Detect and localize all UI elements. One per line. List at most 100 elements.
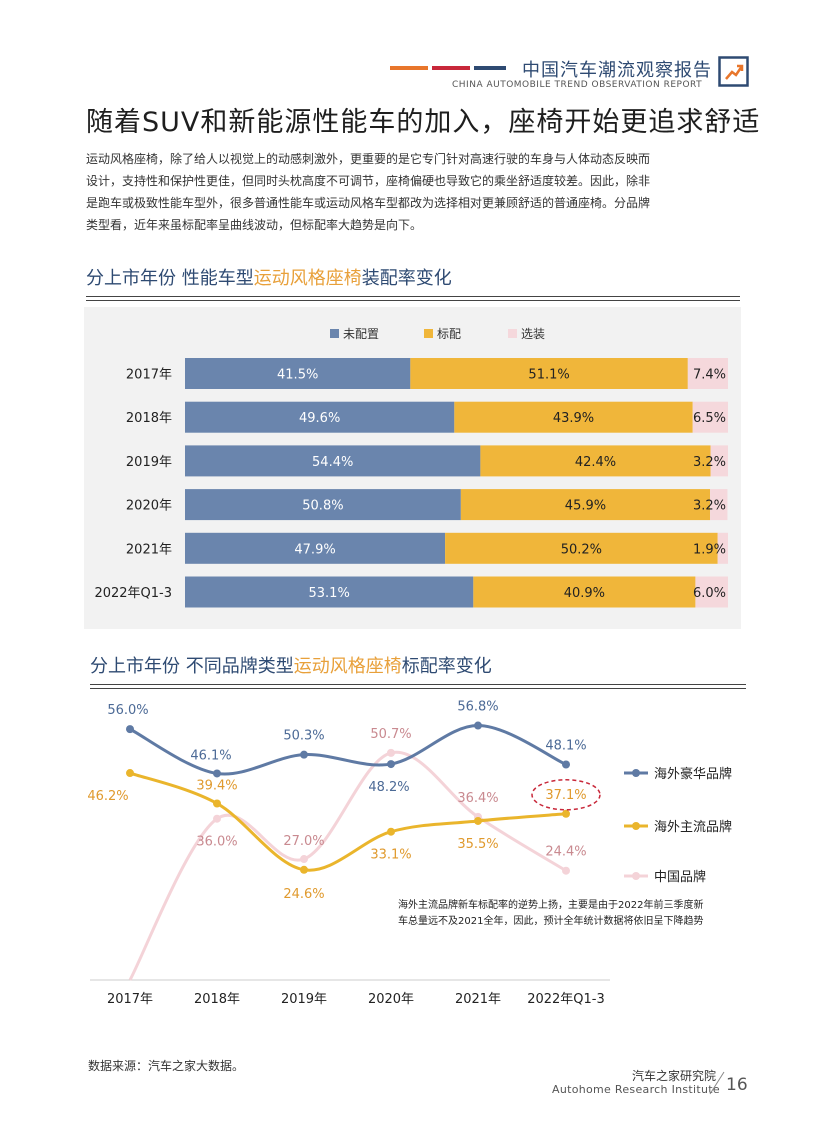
bar-value-label: 49.6%: [299, 411, 340, 426]
legend-label: 中国品牌: [654, 869, 706, 885]
bar-value-label: 41.5%: [277, 368, 318, 383]
data-point: [213, 814, 221, 823]
point-value-label: 46.1%: [190, 748, 231, 763]
point-value-label: 37.1%: [545, 788, 586, 803]
bar-segment: [445, 532, 718, 564]
data-source: 数据来源：汽车之家大数据。: [88, 1059, 245, 1073]
x-tick-label: 2022年Q1-3: [527, 992, 605, 1007]
institute-name-cn: 汽车之家研究院: [632, 1069, 717, 1083]
series-line: [129, 724, 567, 776]
section2-title-post: 标配率变化: [401, 656, 492, 677]
point-value-label: 56.8%: [457, 700, 498, 715]
bar-value-label: 6.5%: [693, 411, 726, 426]
category-label: 2018年: [126, 411, 172, 426]
section1-title-pre: 分上市年份 性能车型: [86, 268, 254, 289]
page-number: 16: [726, 1075, 748, 1095]
intro-line: 是跑车或极致性能车型外，很多普通性能车或运动风格车型都改为选择相对更兼顾舒适的普…: [86, 196, 651, 210]
bar-value-label: 50.8%: [302, 499, 343, 514]
series-line: [129, 771, 567, 872]
point-value-label: 46.2%: [87, 789, 128, 804]
point-value-label: 36.4%: [457, 791, 498, 806]
header-color-bars: [390, 66, 506, 70]
bar-segment: [185, 532, 446, 564]
bar-segment: [480, 445, 711, 477]
page-title: 随着SUV和新能源性能车的加入，座椅开始更追求舒适: [86, 107, 761, 138]
section2-title: 分上市年份 不同品牌类型运动风格座椅标配率变化: [90, 652, 492, 678]
category-label: 2020年: [126, 499, 172, 514]
bar-segment: [710, 489, 728, 521]
bar-value-label: 3.2%: [693, 455, 726, 470]
x-tick-label: 2017年: [107, 992, 153, 1007]
section1-title-post: 装配率变化: [361, 268, 452, 289]
bar-segment: [717, 532, 728, 564]
category-label: 2022年Q1-3: [94, 586, 172, 601]
data-point: [474, 816, 482, 825]
bar-segment: [185, 401, 455, 433]
bar-segment: [710, 445, 728, 477]
section2-divider: [90, 684, 746, 689]
data-point: [474, 721, 482, 730]
header-bar-orange: [390, 66, 428, 70]
legend-label: 海外豪华品牌: [654, 766, 732, 782]
x-tick-label: 2020年: [368, 992, 414, 1007]
data-point: [126, 725, 134, 734]
bar-value-label: 54.4%: [312, 455, 353, 470]
point-value-label: 24.4%: [545, 845, 586, 860]
legend-marker: [632, 822, 640, 830]
bar-segment: [460, 489, 711, 521]
data-point: [562, 866, 570, 875]
section1-title-highlight: 运动风格座椅: [253, 268, 362, 289]
bar-value-label: 3.2%: [693, 499, 726, 514]
legend-swatch: [330, 329, 339, 338]
point-value-label: 39.4%: [196, 778, 237, 793]
point-value-label: 48.2%: [368, 780, 409, 795]
data-point: [300, 865, 308, 874]
point-value-label: 36.0%: [196, 835, 237, 850]
point-value-label: 24.6%: [283, 887, 324, 902]
bar-value-label: 7.4%: [693, 368, 726, 383]
x-tick-label: 2018年: [194, 992, 240, 1007]
institute-name-en: Autohome Research Institute: [552, 1083, 720, 1096]
legend-label: 海外主流品牌: [654, 819, 732, 835]
bar-value-label: 42.4%: [575, 455, 616, 470]
header-bar-red: [432, 66, 470, 70]
data-point: [213, 769, 221, 778]
point-value-label: 50.3%: [283, 729, 324, 744]
report-subtitle: CHINA AUTOMOBILE TREND OBSERVATION REPOR…: [452, 80, 703, 90]
bar-segment: [185, 358, 411, 389]
bar-segment: [473, 576, 696, 608]
header-bar-blue: [474, 66, 506, 70]
section1-divider: [86, 296, 740, 301]
bar-value-label: 51.1%: [528, 368, 569, 383]
section2-title-pre: 分上市年份 不同品牌类型: [90, 656, 294, 677]
bar-value-label: 50.2%: [561, 542, 602, 557]
bar-value-label: 6.0%: [693, 586, 726, 601]
report-logo-icon: [718, 56, 749, 87]
section2-title-highlight: 运动风格座椅: [293, 656, 402, 677]
intro-paragraph: 运动风格座椅，除了给人以视觉上的动感刺激外，更重要的是它专门针对高速行驶的车身与…: [86, 148, 746, 236]
line-chart: 2017年 2018年 2019年 2020年 2021年 2022年Q1-3 56.0%…: [87, 700, 732, 1007]
point-value-label: 50.7%: [370, 727, 411, 742]
footer-slash-icon: [709, 1071, 725, 1095]
data-point: [213, 799, 221, 808]
legend-swatch: [424, 329, 433, 338]
bar-value-label: 53.1%: [309, 586, 350, 601]
annotation-text: 车总量远不及2021全年，因此，预计全年统计数据将依旧呈下降趋势: [398, 914, 703, 927]
bar-value-label: 43.9%: [553, 411, 594, 426]
bar-segment: [695, 576, 728, 608]
intro-line: 设计，支持性和保护性更佳，但同时头枕高度不可调节，座椅偏硬也导致它的乘坐舒适度较…: [86, 174, 651, 188]
intro-line: 类型看，近年来虽标配率呈曲线波动，但标配率大趋势是向下。: [86, 218, 423, 232]
data-point: [387, 748, 395, 757]
bar-segment: [410, 358, 688, 389]
legend-marker: [632, 872, 640, 880]
report-title: 中国汽车潮流观察报告: [522, 60, 712, 81]
data-point: [387, 760, 395, 769]
category-label: 2017年: [126, 368, 172, 383]
category-label: 2021年: [126, 542, 172, 557]
x-tick-label: 2021年: [455, 992, 501, 1007]
x-tick-label: 2019年: [281, 992, 327, 1007]
data-point: [126, 769, 134, 778]
bar-value-label: 40.9%: [564, 586, 605, 601]
annotation-text: 海外主流品牌新车标配率的逆势上扬，主要是由于2022年前三季度新: [398, 898, 703, 911]
point-value-label: 27.0%: [283, 834, 324, 849]
